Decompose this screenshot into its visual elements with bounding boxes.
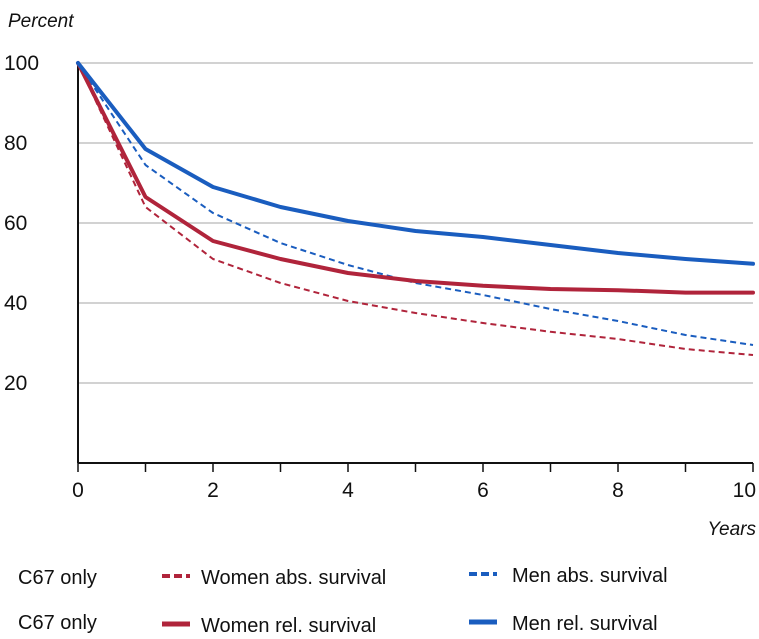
legend-group-label-1: C67 only: [18, 567, 97, 589]
series-lines: [76, 61, 755, 356]
y-tick-label-20: 20: [4, 372, 27, 395]
legend-label-men-abs: Men abs. survival: [512, 565, 668, 587]
legend-label-women-rel: Women rel. survival: [201, 615, 376, 637]
x-tick-label-2: 2: [207, 479, 219, 502]
x-tick-label-10: 10: [733, 479, 756, 502]
axes: [77, 63, 754, 472]
x-tick-label-0: 0: [72, 479, 84, 502]
legend-label-women-abs: Women abs. survival: [201, 567, 386, 589]
legend: C67 only Women abs. survival Men abs. su…: [18, 565, 668, 637]
legend-label-men-rel: Men rel. survival: [512, 613, 658, 635]
x-tick-label-6: 6: [477, 479, 489, 502]
x-tick-label-8: 8: [612, 479, 624, 502]
series-line-women-rel-survival: [76, 61, 755, 295]
y-tick-label-80: 80: [4, 132, 27, 155]
legend-row-2: C67 only Women rel. survival Men rel. su…: [18, 612, 658, 637]
x-tick-label-4: 4: [342, 479, 354, 502]
y-tick-label-40: 40: [4, 292, 27, 315]
y-tick-label-100: 100: [4, 52, 39, 75]
series-line-men-rel-survival: [76, 61, 755, 266]
legend-row-1: C67 only Women abs. survival Men abs. su…: [18, 565, 668, 589]
gridlines: [78, 62, 753, 384]
tick-labels: 20 40 60 80 100 0 2 4 6 8 10: [4, 52, 756, 502]
y-tick-label-60: 60: [4, 212, 27, 235]
y-axis-label: Percent: [8, 11, 74, 32]
legend-group-label-2: C67 only: [18, 612, 97, 634]
x-axis-label: Years: [707, 519, 756, 540]
series-line-women-abs-survival: [77, 62, 754, 356]
